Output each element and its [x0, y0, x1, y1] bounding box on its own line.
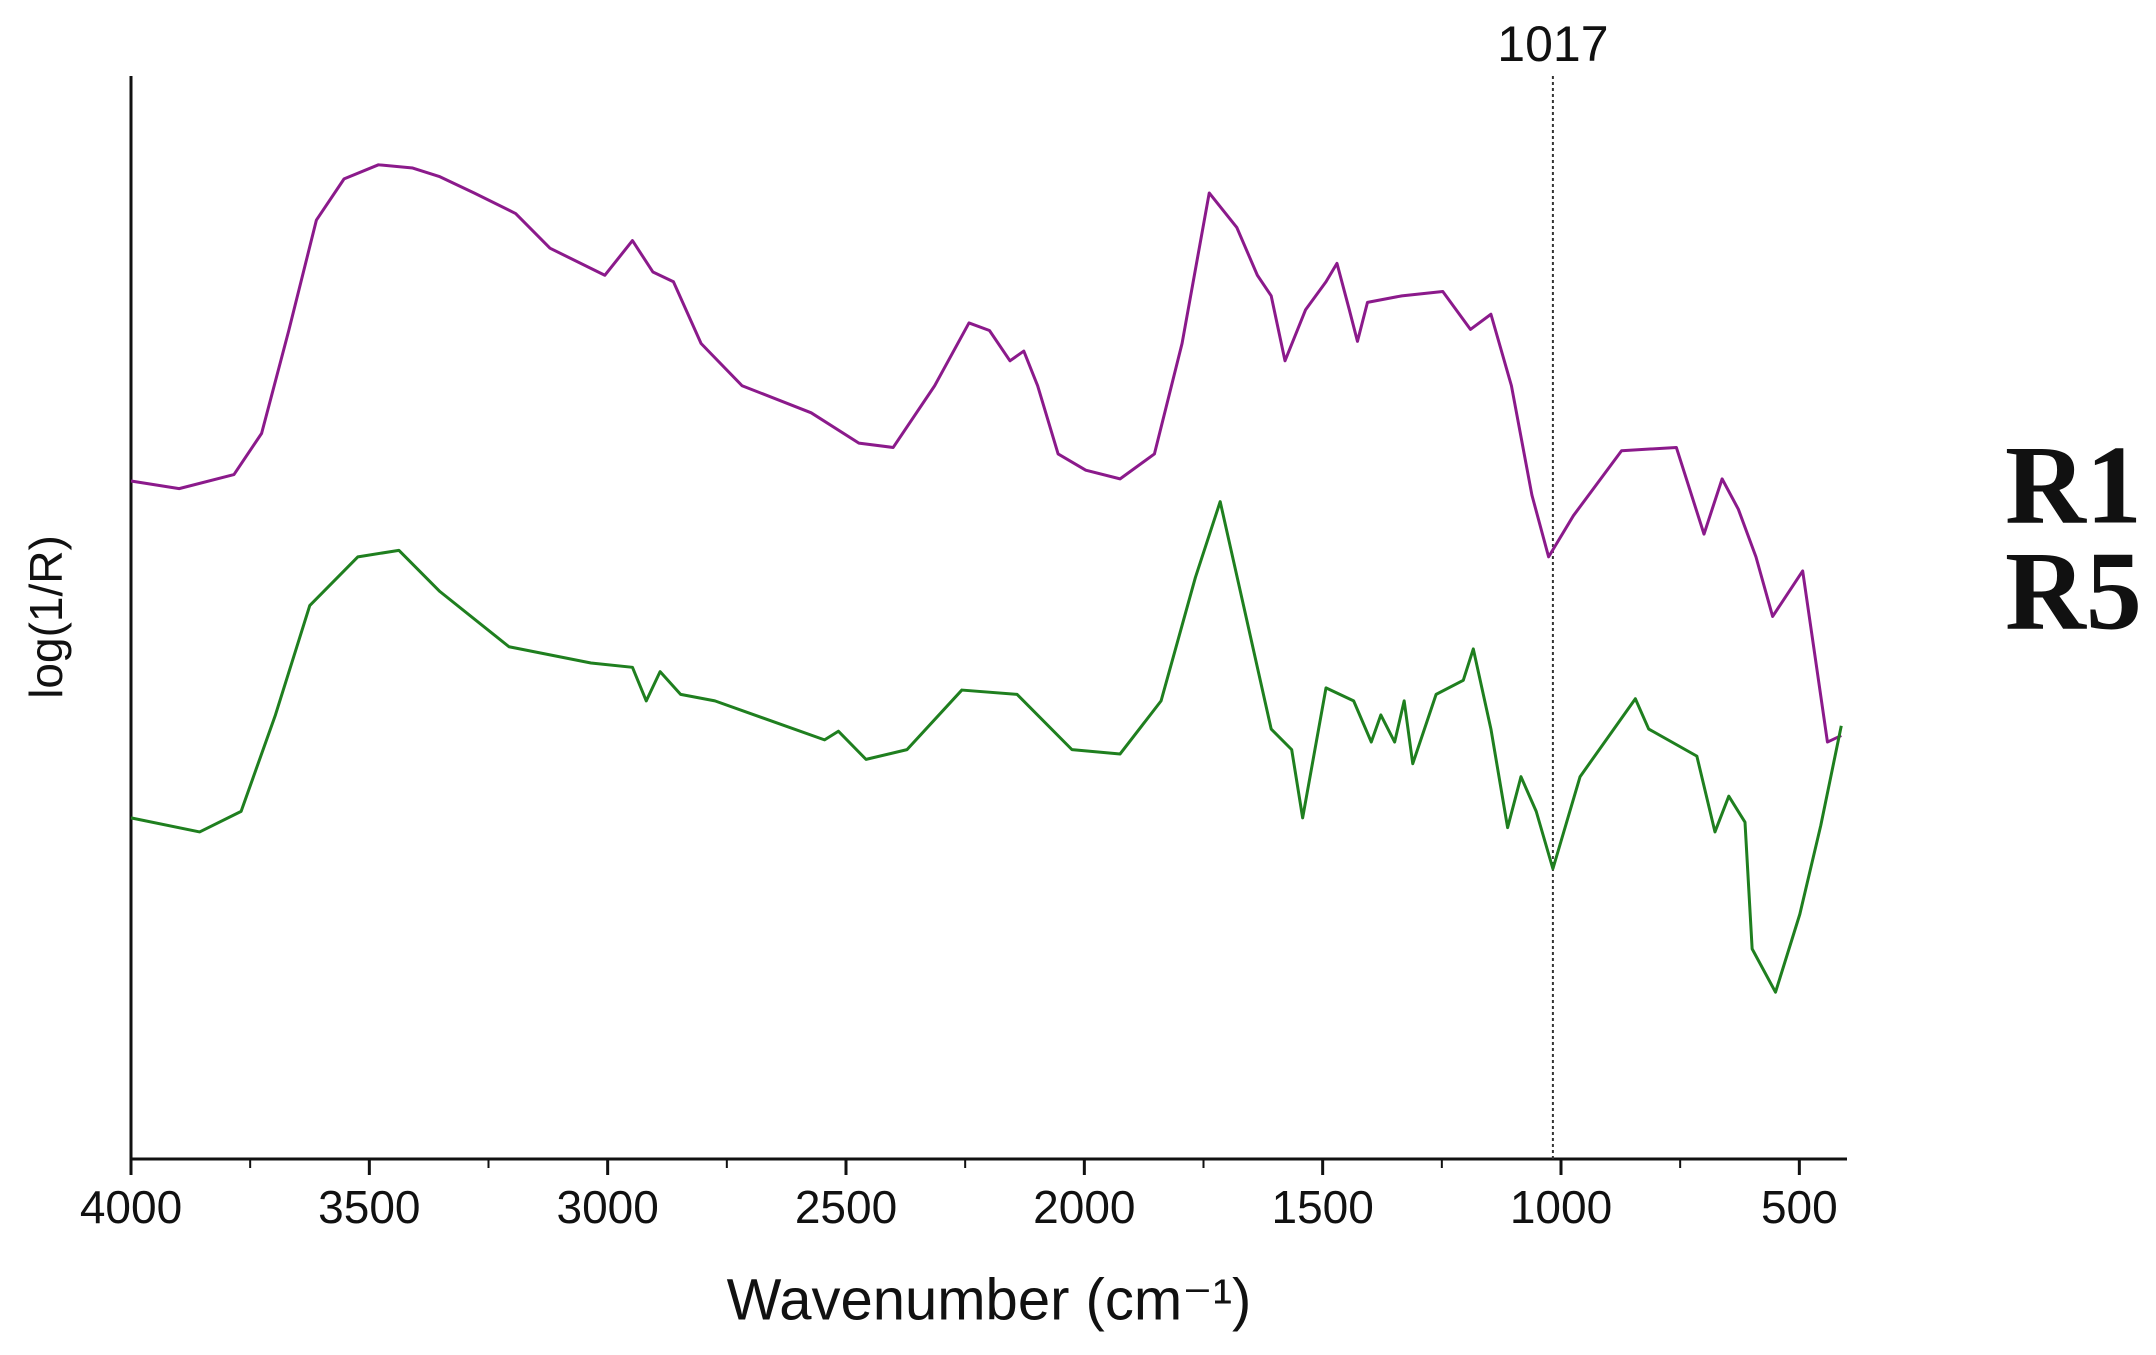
marker-label: 1017	[1497, 16, 1608, 72]
x-tick-label: 500	[1761, 1181, 1838, 1233]
x-tick-label: 4000	[80, 1181, 182, 1233]
y-axis-label: log(1/R)	[20, 535, 72, 699]
spectrum-line	[130, 500, 1843, 994]
x-tick-label: 1500	[1271, 1181, 1373, 1233]
x-axis-label: Wavenumber (cm⁻¹)	[727, 1267, 1252, 1332]
x-tick-label: 1000	[1510, 1181, 1612, 1233]
x-tick-label: 2500	[795, 1181, 897, 1233]
spectrum-line	[130, 163, 1842, 744]
legend-entry: R5	[2005, 530, 2142, 654]
x-tick-label: 3000	[556, 1181, 658, 1233]
legend-entry: R1	[2005, 424, 2142, 548]
x-tick-label: 3500	[318, 1181, 420, 1233]
x-tick-label: 2000	[1033, 1181, 1135, 1233]
